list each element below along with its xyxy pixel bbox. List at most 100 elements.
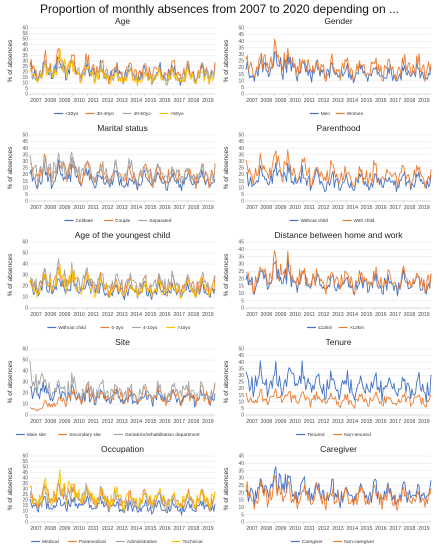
x-tick-label: 2015 <box>361 98 373 104</box>
y-tick-label: 20 <box>22 172 28 178</box>
x-tick-label: 2007 <box>30 98 42 104</box>
x-tick-label: 2017 <box>173 419 185 425</box>
x-tick-label: 2015 <box>361 312 373 318</box>
y-tick-label: 15 <box>238 179 244 185</box>
y-tick-label: 30 <box>238 262 244 268</box>
x-tick-label: 2011 <box>304 312 315 318</box>
legend-label: Separated <box>149 218 171 224</box>
y-tick-label: 40 <box>238 247 244 253</box>
y-tick-label: 55 <box>22 31 28 37</box>
y-axis-label: % of absences <box>7 146 14 189</box>
panel-title: Caregiver <box>320 444 357 454</box>
y-tick-label: 45 <box>22 470 28 476</box>
legend-label: Caregiver <box>302 539 323 545</box>
x-tick-label: 2018 <box>188 312 200 318</box>
panel-title: Occupation <box>101 444 144 454</box>
x-tick-label: 2015 <box>361 419 373 425</box>
y-tick-label: 5 <box>25 86 28 92</box>
x-tick-label: 2010 <box>73 312 85 318</box>
x-tick-label: 2018 <box>404 98 416 104</box>
x-tick-label: 2014 <box>346 312 358 318</box>
y-tick-label: 10 <box>238 78 244 84</box>
y-tick-label: 45 <box>238 240 244 246</box>
panel-title: Gender <box>324 16 353 26</box>
x-tick-label: 2012 <box>102 419 114 425</box>
series-line-men <box>245 51 432 84</box>
x-tick-label: 2017 <box>173 98 185 104</box>
series-line-non-tenured <box>245 388 432 409</box>
x-tick-label: 2008 <box>261 526 273 532</box>
x-tick-label: 2018 <box>188 205 200 211</box>
x-tick-label: 2009 <box>59 205 71 211</box>
y-tick-label: 5 <box>241 85 244 91</box>
y-tick-label: 50 <box>22 251 28 257</box>
x-tick-label: 2013 <box>332 205 344 211</box>
x-tick-label: 2012 <box>318 98 330 104</box>
x-tick-label: 2013 <box>332 312 344 318</box>
x-tick-label: 2009 <box>59 419 71 425</box>
x-tick-label: 2016 <box>159 312 171 318</box>
series-line--10yo <box>29 263 216 300</box>
legend-label: Non-caregiver <box>344 539 375 545</box>
y-tick-label: 20 <box>22 498 28 504</box>
x-tick-label: 2011 <box>304 205 315 211</box>
y-tick-label: 50 <box>22 37 28 43</box>
x-tick-label: 2015 <box>145 526 157 532</box>
y-tick-label: 40 <box>22 369 28 375</box>
y-axis-label: % of absences <box>223 360 230 403</box>
legend-label: Medical <box>42 539 59 545</box>
x-tick-label: 2014 <box>130 98 142 104</box>
x-tick-label: 2018 <box>188 419 200 425</box>
y-tick-label: 60 <box>22 26 28 32</box>
x-tick-label: 2014 <box>130 526 142 532</box>
series-line--50yo <box>29 47 216 87</box>
y-tick-label: 30 <box>22 59 28 65</box>
y-tick-label: 50 <box>22 133 28 139</box>
x-tick-label: 2010 <box>289 98 301 104</box>
chart-panel-1: Age % of absences 051015202530354045505560… <box>7 16 216 117</box>
x-tick-label: 2013 <box>332 419 344 425</box>
y-tick-label: 20 <box>22 70 28 76</box>
y-tick-label: 40 <box>238 461 244 467</box>
series-line-technical <box>29 469 216 512</box>
y-tick-label: 20 <box>238 172 244 178</box>
y-tick-label: 5 <box>241 298 244 304</box>
legend-label: Men <box>321 111 331 117</box>
x-tick-label: 2018 <box>404 205 416 211</box>
y-tick-label: 35 <box>238 366 244 372</box>
y-tick-label: 0 <box>241 199 244 205</box>
y-tick-label: 45 <box>22 42 28 48</box>
y-tick-label: 25 <box>22 64 28 70</box>
legend-label: >50yo <box>170 111 184 117</box>
x-tick-label: 2014 <box>346 205 358 211</box>
legend-label: Geriatrics/rehabilitation department <box>125 432 200 438</box>
y-tick-label: 30 <box>238 476 244 482</box>
legend-label: Non-tenured <box>344 432 371 438</box>
legend-label: Women <box>347 111 364 117</box>
x-tick-label: 2014 <box>130 312 142 318</box>
y-tick-label: 5 <box>241 192 244 198</box>
x-tick-label: 2008 <box>45 205 57 211</box>
x-tick-label: 2007 <box>246 419 258 425</box>
x-tick-label: 2010 <box>289 526 301 532</box>
x-tick-label: 2010 <box>73 419 85 425</box>
y-tick-label: 25 <box>22 166 28 172</box>
legend-label: Paramedical <box>79 539 106 545</box>
x-tick-label: 2008 <box>45 98 57 104</box>
legend-label: 40-50yo <box>134 111 152 117</box>
x-tick-label: 2018 <box>404 419 416 425</box>
y-axis-label: % of absences <box>223 253 230 296</box>
y-tick-label: 15 <box>238 393 244 399</box>
x-tick-label: 2016 <box>375 205 387 211</box>
y-tick-label: 10 <box>238 185 244 191</box>
x-tick-label: 2019 <box>418 98 430 104</box>
legend-label: <30yo <box>65 111 79 117</box>
series-line-celibate <box>29 159 216 192</box>
y-tick-label: 50 <box>22 358 28 364</box>
y-tick-label: 25 <box>238 380 244 386</box>
y-axis-label: % of absences <box>7 39 14 82</box>
legend-label: >10yo <box>177 325 191 331</box>
x-tick-label: 2017 <box>173 526 185 532</box>
